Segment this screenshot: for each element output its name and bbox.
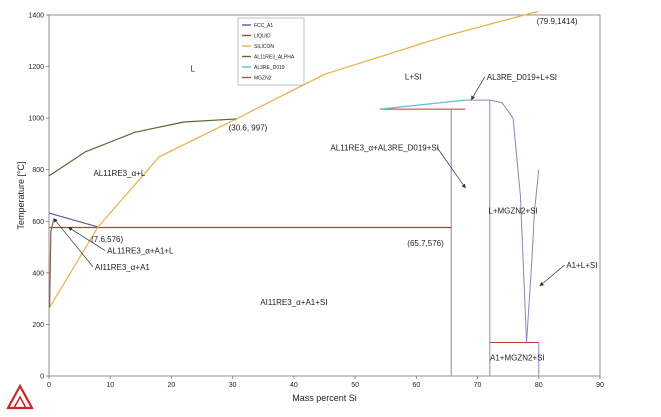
x-tick-label: 20 xyxy=(168,382,176,389)
region-label: (79.9,1414) xyxy=(537,17,578,26)
region-label: (7.6,576) xyxy=(91,235,123,244)
annotation-arrow xyxy=(436,147,466,189)
plot-border xyxy=(48,14,601,377)
series-layer xyxy=(48,10,540,376)
series-line-al3re-d019 xyxy=(379,99,466,110)
legend: FCC_A1 LIQUID SILICON AL11RE3_ALPHA AL3RE_D0… xyxy=(237,17,305,86)
region-label: L xyxy=(191,65,196,74)
region-label: AI11RE3_α+A1+SI xyxy=(260,298,327,307)
x-tick-label: 0 xyxy=(47,382,51,389)
region-label: AI11RE3_α+A1 xyxy=(95,263,151,272)
region-label: L+MGZN2+SI xyxy=(488,207,537,216)
region-label: AL11RE3_α+A1+L xyxy=(107,247,174,256)
legend-label: AL3RE_D019 xyxy=(254,65,285,71)
x-tick-label: 30 xyxy=(229,382,237,389)
thermo-calc-logo-icon xyxy=(6,383,34,410)
x-tick-label: 70 xyxy=(474,382,482,389)
x-tick-label: 10 xyxy=(106,382,114,389)
region-label: (30.6, 997) xyxy=(229,124,268,133)
series-line-al11re3-alpha xyxy=(48,118,237,177)
annotation-arrow xyxy=(539,264,565,287)
y-tick-label: 600 xyxy=(32,219,44,226)
annotation-layer: L L+SI AL3RE_D019+L+SI (79.9,1414) (30.6, 99… xyxy=(53,17,597,363)
x-tick-label: 60 xyxy=(412,382,420,389)
region-label: A1+L+SI xyxy=(566,261,597,270)
y-tick-label: 400 xyxy=(32,270,44,277)
y-tick-label: 1400 xyxy=(28,13,44,20)
legend-label: FCC_A1 xyxy=(254,23,273,29)
phase-boundary-5 xyxy=(465,99,528,343)
region-label: L+SI xyxy=(405,72,422,81)
phase-boundary-6 xyxy=(526,169,540,343)
region-label: AL11RE3_α+AL3RE_D019+SI xyxy=(330,143,439,152)
y-tick-label: 1200 xyxy=(28,64,44,71)
axis-ticks: 0 10 20 30 40 50 60 70 80 90 0 200 400 600 800 1000 1200… xyxy=(28,13,604,390)
region-label: A1+MGZN2+SI xyxy=(490,354,545,363)
annotation-arrow xyxy=(53,218,94,267)
x-tick-label: 50 xyxy=(351,382,359,389)
y-tick-label: 800 xyxy=(32,167,44,174)
y-tick-label: 0 xyxy=(40,374,44,381)
region-label: (65.7,576) xyxy=(407,239,444,248)
annotation-arrow xyxy=(67,227,106,251)
series-line-mgzn2 xyxy=(49,218,55,308)
legend-label: MGZN2 xyxy=(254,76,272,82)
legend-label: LIQUID xyxy=(254,34,271,40)
y-axis-title: Temperature [°C] xyxy=(16,161,26,229)
x-tick-label: 90 xyxy=(596,382,604,389)
legend-label: SILICON xyxy=(254,44,274,50)
series-line-fcc-a1 xyxy=(48,212,99,228)
y-tick-label: 200 xyxy=(32,322,44,329)
plot-frame xyxy=(48,14,601,377)
y-tick-label: 1000 xyxy=(28,116,44,123)
annotation-arrow xyxy=(471,76,486,101)
legend-label: AL11RE3_ALPHA xyxy=(254,55,295,61)
x-tick-label: 40 xyxy=(290,382,298,389)
x-tick-label: 80 xyxy=(535,382,543,389)
region-label: AL3RE_D019+L+SI xyxy=(487,73,557,82)
region-label: AL11RE3_α+L xyxy=(93,169,145,178)
x-axis-title: Mass percent Si xyxy=(292,393,357,403)
legend-box xyxy=(237,17,305,86)
